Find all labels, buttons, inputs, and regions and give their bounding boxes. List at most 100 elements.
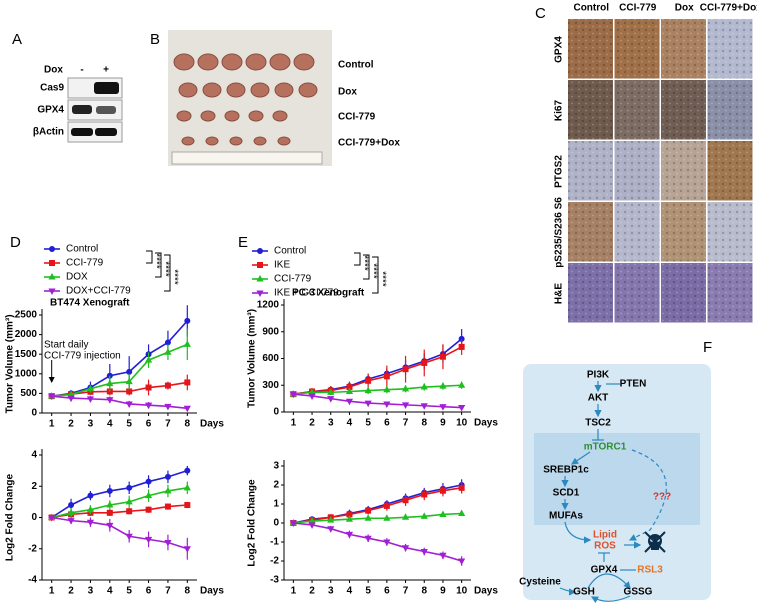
y-tick-label: 2 [273, 480, 279, 491]
data-point [308, 388, 316, 395]
ihc-row-label: H&E [554, 283, 565, 304]
band [72, 105, 92, 114]
x-tick-label: 3 [328, 418, 334, 429]
ihc-texture [614, 141, 660, 201]
data-point [421, 359, 428, 366]
ihc-texture [707, 202, 753, 262]
x-tick-label: 2 [68, 419, 74, 430]
x-tick-label: 2 [309, 418, 315, 429]
data-point [144, 491, 153, 499]
data-point [126, 388, 133, 395]
legend-marker [257, 262, 263, 268]
data-point [420, 383, 428, 390]
data-point [420, 512, 428, 519]
x-tick-label: 7 [165, 419, 171, 430]
data-point [164, 486, 172, 494]
data-point [126, 368, 133, 375]
tumor [277, 136, 291, 146]
y-tick-label: 0 [273, 407, 279, 418]
data-point [144, 402, 153, 410]
pathway-node: GSSG [624, 587, 653, 598]
data-point [421, 491, 428, 498]
y-tick-label: 0 [273, 518, 279, 529]
x-tick-label: 1 [49, 586, 55, 597]
data-point [364, 386, 372, 394]
x-tick-label: 6 [146, 419, 152, 430]
data-point [383, 514, 391, 521]
data-point [458, 484, 465, 491]
x-tick-label: 10 [456, 418, 468, 429]
data-point [106, 501, 114, 508]
series-line [51, 487, 188, 519]
data-point [401, 402, 410, 409]
ihc-texture [614, 80, 660, 140]
data-point [145, 478, 152, 485]
tumor [269, 53, 291, 71]
data-point [184, 502, 191, 508]
data-point [67, 395, 75, 403]
data-point [183, 340, 191, 347]
annotation: Start daily [44, 340, 88, 351]
tumor [226, 82, 246, 98]
data-point [458, 558, 466, 565]
data-point [125, 377, 133, 385]
tumor [248, 110, 264, 122]
data-point [402, 497, 409, 504]
protein-label: βActin [33, 127, 64, 138]
ruler [171, 151, 323, 165]
data-point [86, 396, 95, 403]
legend-label: CCI-779 [66, 258, 104, 269]
ihc-texture [614, 202, 660, 262]
data-point [401, 545, 410, 552]
ihc-texture [661, 19, 706, 79]
tumor [197, 53, 219, 71]
tumor [224, 110, 240, 122]
data-point [420, 403, 428, 410]
y-tick-label: 300 [262, 380, 279, 391]
tumor [202, 82, 222, 98]
pathway-node: SREBP1c [543, 465, 589, 476]
x-axis-label: Days [474, 586, 498, 597]
series-line [293, 393, 462, 409]
data-point [164, 403, 172, 411]
tumor [245, 53, 267, 71]
legend-marker [49, 246, 55, 252]
tumor [200, 110, 216, 122]
ihc-texture [661, 80, 706, 140]
arrow [587, 573, 631, 589]
data-point [86, 505, 95, 513]
ihc-texture [568, 263, 613, 323]
significance-label: **** [358, 255, 369, 271]
ihc-texture [661, 202, 706, 262]
arrow [571, 451, 591, 465]
legend-label: CCI-779 [274, 274, 312, 285]
dashed-arrow [628, 449, 667, 541]
y-tick-label: -3 [270, 575, 279, 586]
data-point [48, 515, 56, 522]
tumor [181, 136, 195, 146]
y-tick-label: 600 [262, 353, 279, 364]
significance-bracket [146, 250, 153, 264]
annotation: CCI-779 injection [44, 351, 121, 362]
y-tick-label: -4 [28, 575, 37, 586]
data-point [184, 317, 191, 324]
y-tick-label: 2500 [15, 310, 38, 321]
ihc-texture [707, 263, 753, 323]
arrow [564, 521, 592, 544]
x-tick-label: 5 [126, 586, 132, 597]
x-tick-label: 7 [403, 418, 409, 429]
x-tick-label: 9 [440, 418, 446, 429]
y-tick-label: 4 [31, 450, 37, 461]
significance-label: **** [367, 263, 378, 279]
x-tick-label: 6 [384, 586, 390, 597]
data-point [144, 536, 153, 544]
data-point [289, 520, 297, 527]
ihc-texture [568, 141, 613, 201]
data-point [345, 515, 354, 522]
ihc-column-label: CCI-779 [619, 3, 657, 14]
series-line [51, 343, 188, 397]
series-line [51, 469, 188, 519]
significance-bracket [363, 254, 370, 280]
pathway-node: RSL3 [637, 565, 663, 576]
legend-marker [257, 248, 263, 254]
